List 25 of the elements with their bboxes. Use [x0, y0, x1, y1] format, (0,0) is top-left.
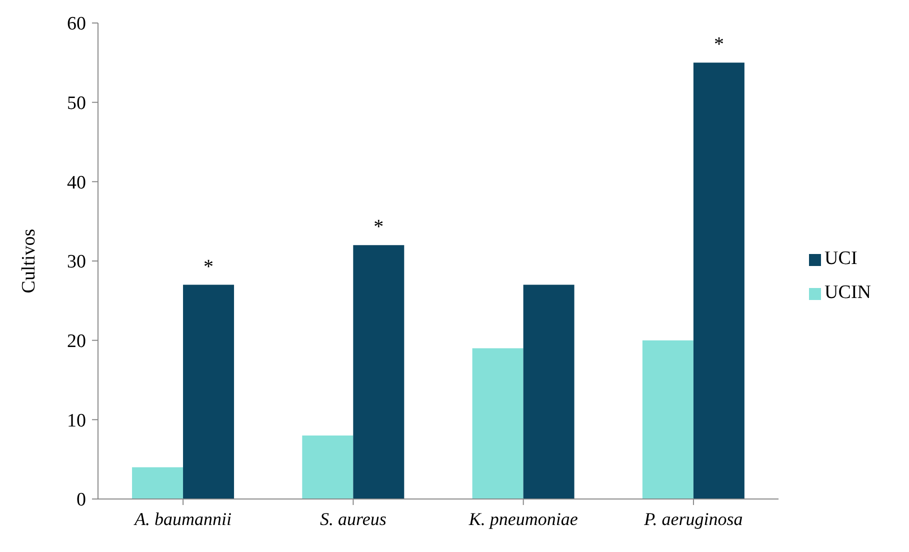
y-axis-title: Cultivos: [18, 228, 40, 294]
bar: [132, 467, 184, 499]
y-tick-label: 0: [76, 490, 86, 511]
x-tick-label: S. aureus: [320, 509, 386, 529]
annotation: *: [714, 34, 724, 56]
x-tick-label: K. pneumoniae: [468, 509, 578, 529]
y-tick-label: 60: [67, 14, 86, 35]
bar: [302, 436, 354, 499]
y-tick-label: 20: [67, 331, 86, 352]
annotation: *: [204, 256, 214, 278]
bar: [642, 340, 694, 499]
legend-label: UCIN: [824, 282, 871, 303]
y-tick-label: 40: [67, 172, 86, 194]
y-tick-label: 30: [67, 252, 86, 273]
y-tick-label: 50: [67, 93, 86, 114]
bar: [183, 284, 234, 499]
x-tick-label: A. baumannii: [134, 509, 232, 529]
y-tick-label: 10: [67, 410, 86, 432]
annotation: *: [374, 216, 384, 238]
bar: [353, 245, 404, 499]
legend-label: UCI: [824, 248, 858, 269]
bar: [472, 348, 524, 499]
bar: [693, 62, 744, 499]
bar: [523, 284, 574, 499]
x-tick-label: P. aeruginosa: [643, 509, 743, 529]
